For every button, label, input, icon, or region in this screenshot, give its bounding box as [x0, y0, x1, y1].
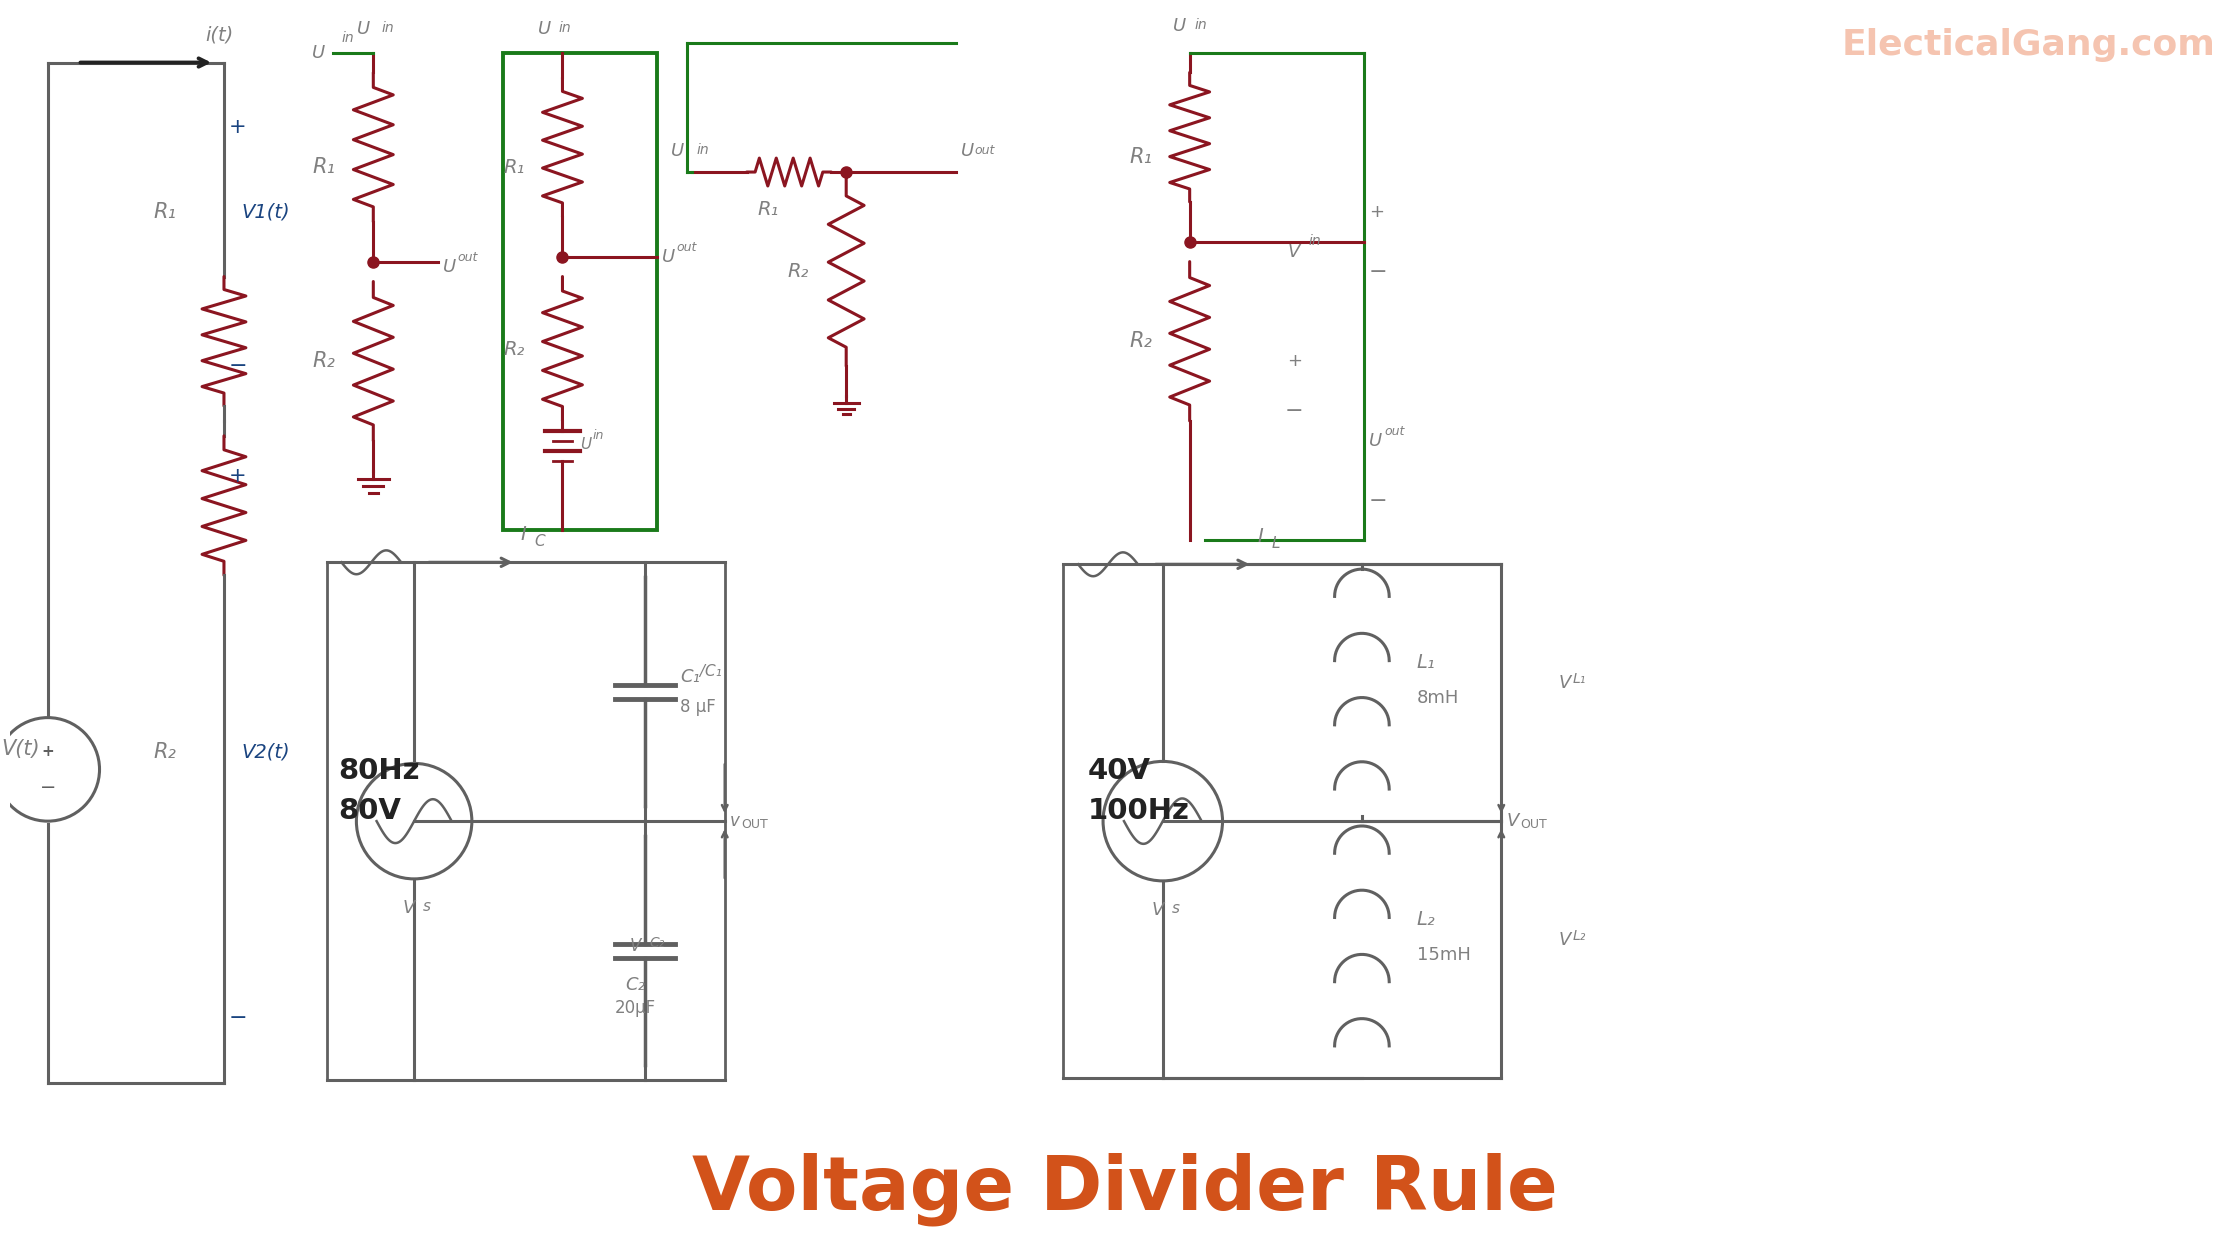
Text: v: v — [730, 813, 739, 830]
Text: −: − — [228, 1008, 249, 1028]
Text: Voltage Divider Rule: Voltage Divider Rule — [692, 1153, 1557, 1226]
Text: 40V: 40V — [1089, 757, 1151, 785]
Text: 15mH: 15mH — [1416, 945, 1469, 964]
Text: R₂: R₂ — [314, 352, 336, 372]
Text: R₁: R₁ — [757, 200, 780, 219]
Bar — [1064, 564, 1501, 1079]
Text: s: s — [423, 898, 430, 914]
Text: OUT: OUT — [741, 818, 768, 830]
Text: U: U — [670, 142, 683, 160]
Text: 80Hz: 80Hz — [338, 757, 419, 785]
Text: L₂: L₂ — [1416, 910, 1436, 929]
Text: 100Hz: 100Hz — [1089, 798, 1189, 825]
Text: V1(t): V1(t) — [242, 203, 291, 222]
Text: in: in — [558, 20, 571, 34]
Text: U: U — [356, 20, 370, 38]
Text: V: V — [629, 936, 641, 955]
Text: +: + — [228, 117, 246, 137]
Text: 8 μF: 8 μF — [681, 698, 717, 716]
Text: I: I — [1257, 528, 1263, 547]
Text: R₁: R₁ — [504, 158, 524, 176]
Text: 20μF: 20μF — [614, 999, 656, 1017]
Bar — [502, 53, 656, 530]
Text: V(t): V(t) — [2, 740, 40, 760]
Text: R₂: R₂ — [786, 262, 809, 281]
Text: i(t): i(t) — [204, 25, 233, 44]
Text: in: in — [381, 20, 394, 34]
Text: U: U — [580, 437, 591, 452]
Text: out: out — [1384, 425, 1404, 438]
Text: out: out — [676, 241, 697, 253]
Text: U: U — [1174, 16, 1187, 34]
Text: C₂: C₂ — [625, 976, 645, 994]
Text: C₁: C₁ — [681, 668, 699, 685]
Text: R₁: R₁ — [1129, 147, 1151, 168]
Text: in: in — [591, 428, 605, 442]
Text: U: U — [538, 20, 551, 38]
Text: ElecticalGang.com: ElecticalGang.com — [1841, 28, 2215, 62]
Text: C: C — [535, 534, 544, 549]
Text: +: + — [228, 466, 246, 485]
Text: V: V — [1505, 813, 1519, 830]
Text: V: V — [1151, 901, 1165, 919]
Text: V: V — [403, 898, 414, 917]
Text: V2(t): V2(t) — [242, 743, 291, 762]
Text: +: + — [40, 743, 54, 759]
Text: U: U — [663, 248, 674, 266]
Text: R₂: R₂ — [504, 340, 524, 359]
Text: V: V — [1559, 674, 1572, 692]
Text: 80V: 80V — [338, 798, 401, 825]
Text: −: − — [228, 357, 249, 377]
Text: out: out — [974, 144, 995, 158]
Text: U: U — [311, 44, 325, 62]
Text: I: I — [520, 525, 526, 544]
Text: L₁: L₁ — [1416, 654, 1436, 673]
Text: R₂: R₂ — [152, 742, 177, 762]
Text: U: U — [444, 257, 457, 276]
Text: V: V — [1559, 931, 1572, 949]
Text: in: in — [1308, 233, 1322, 248]
Text: V: V — [1288, 243, 1301, 261]
Text: in: in — [340, 30, 354, 44]
Text: −: − — [1286, 401, 1304, 421]
Text: in: in — [697, 144, 710, 158]
Text: U: U — [1369, 432, 1382, 450]
Text: R₂: R₂ — [1129, 331, 1151, 352]
Text: in: in — [1194, 18, 1207, 32]
Text: 8mH: 8mH — [1416, 689, 1458, 707]
Text: L: L — [1272, 537, 1279, 552]
Text: s: s — [1172, 901, 1180, 916]
Text: R₁: R₁ — [152, 202, 177, 222]
Text: L₁: L₁ — [1572, 672, 1586, 685]
Text: −: − — [40, 777, 56, 798]
Text: +: + — [1286, 353, 1301, 370]
Text: C₂: C₂ — [650, 936, 665, 950]
Text: L₂: L₂ — [1572, 929, 1586, 942]
Text: −: − — [1369, 262, 1387, 281]
Text: +: + — [1369, 203, 1384, 220]
Text: /C₁: /C₁ — [694, 664, 721, 679]
Text: U: U — [961, 142, 974, 160]
Text: out: out — [457, 251, 477, 263]
Text: OUT: OUT — [1521, 818, 1548, 830]
Text: R₁: R₁ — [314, 158, 336, 178]
Text: −: − — [1369, 490, 1387, 510]
Bar — [327, 562, 726, 1080]
